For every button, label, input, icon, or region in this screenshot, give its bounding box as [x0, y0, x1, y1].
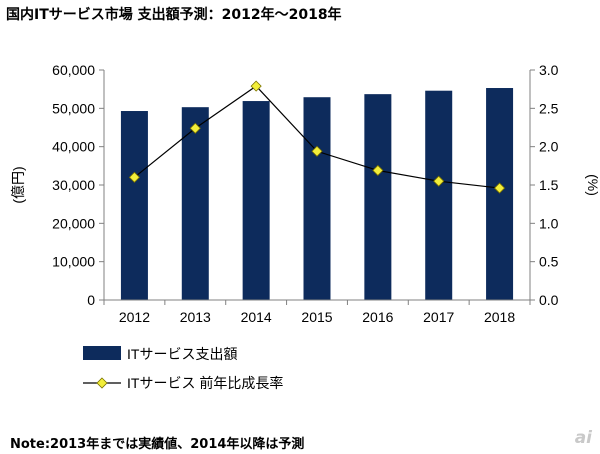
- y2-tick-label: 0.5: [539, 254, 559, 270]
- y2-tick-label: 2.0: [539, 139, 559, 155]
- bar: [120, 111, 148, 301]
- y-tick-label: 20,000: [52, 215, 95, 231]
- legend: ITサービス支出額 ITサービス 前年比成長率: [83, 346, 283, 391]
- y2-tick-label: 3.0: [539, 62, 559, 78]
- x-tick-label: 2018: [484, 309, 515, 325]
- watermark-logo: ai: [574, 428, 592, 448]
- legend-swatch-bar: [83, 346, 121, 360]
- line-point-marker: [311, 145, 323, 157]
- line-point-marker: [372, 164, 384, 176]
- y-tick-label: 40,000: [52, 139, 95, 155]
- line-point-marker: [433, 175, 445, 187]
- legend-swatch-marker: [96, 377, 108, 389]
- note: Note:2013年までは実績値、2014年以降は予測: [10, 437, 305, 452]
- bar-series: [120, 88, 514, 301]
- bar: [486, 88, 514, 301]
- legend-label-line: ITサービス 前年比成長率: [127, 375, 283, 391]
- chart-title: 国内ITサービス市場 支出額予測：2012年〜2018年: [6, 7, 342, 23]
- y2-tick-label: 1.5: [539, 177, 559, 193]
- x-tick-label: 2017: [423, 309, 454, 325]
- line-point-marker: [250, 80, 262, 92]
- bar: [242, 101, 270, 300]
- bar: [425, 90, 453, 300]
- x-tick-label: 2014: [241, 309, 272, 325]
- y2-axis-title: (%): [585, 174, 600, 196]
- x-tick-label: 2012: [119, 309, 150, 325]
- x-tick-label: 2016: [362, 309, 393, 325]
- bar: [303, 97, 331, 300]
- bar: [364, 94, 392, 301]
- y2-tick-label: 0.0: [539, 292, 559, 308]
- y2-tick-label: 1.0: [539, 215, 559, 231]
- y-tick-label: 0: [87, 292, 95, 308]
- line-point-marker: [189, 122, 201, 134]
- y-axis-title: (億円): [10, 166, 26, 203]
- y-tick-label: 50,000: [52, 100, 95, 116]
- line-point-marker: [494, 182, 506, 194]
- x-tick-label: 2015: [301, 309, 332, 325]
- y-tick-label: 60,000: [52, 62, 95, 78]
- x-tick-label: 2013: [180, 309, 211, 325]
- line-series: [128, 80, 506, 194]
- y-tick-label: 30,000: [52, 177, 95, 193]
- y-tick-label: 10,000: [52, 254, 95, 270]
- line-point-marker: [128, 171, 140, 183]
- y2-tick-label: 2.5: [539, 100, 559, 116]
- axes: 0 10,000 20,000 30,000 40,000 50,000 60,000 0.0…: [10, 62, 600, 325]
- bar: [181, 107, 209, 300]
- legend-label-bar: ITサービス支出額: [127, 346, 237, 362]
